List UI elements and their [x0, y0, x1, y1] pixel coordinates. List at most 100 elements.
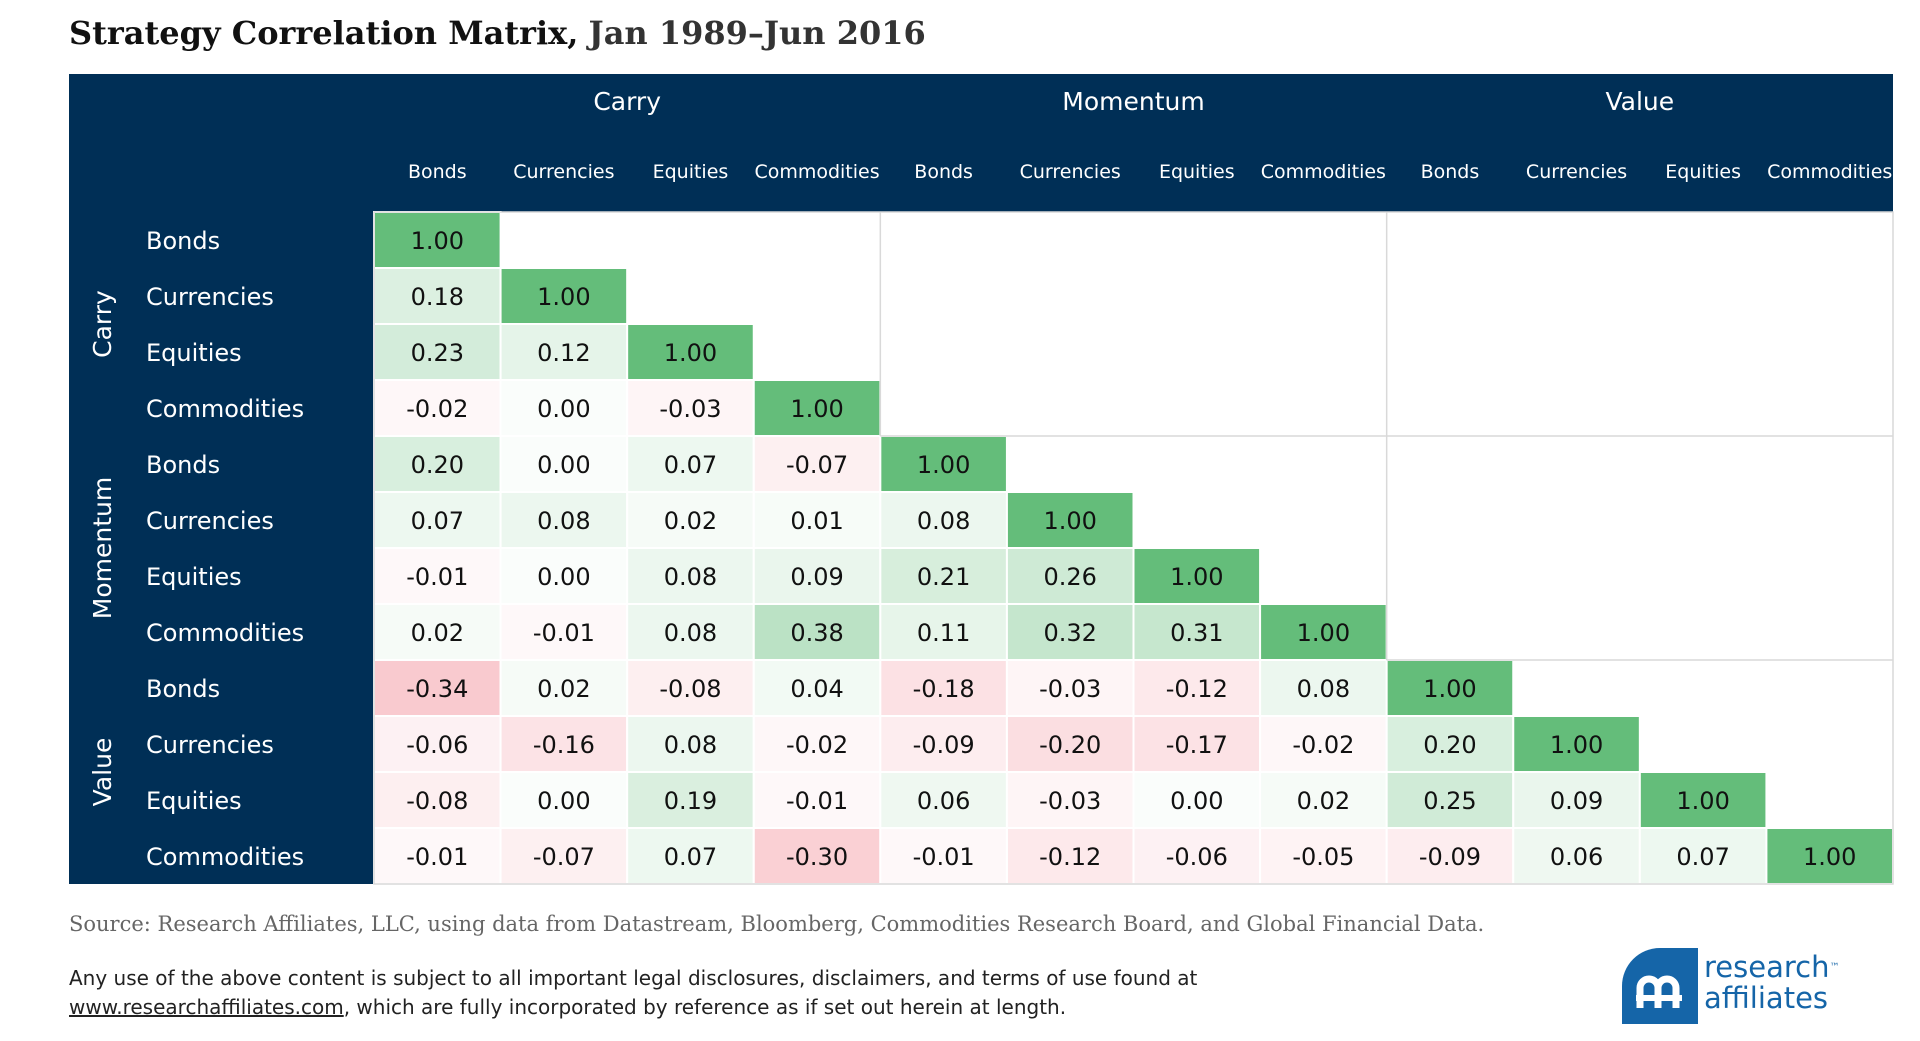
cell-value-label: -0.07	[786, 451, 848, 479]
logo-research-text: research	[1704, 950, 1830, 984]
heatmap-cell	[499, 267, 629, 325]
row-label: Equities	[146, 339, 242, 367]
heatmap-cell	[1638, 771, 1768, 829]
heatmap-cell	[499, 715, 629, 773]
research-affiliates-logo: research™ affiliates	[1622, 948, 1852, 1024]
cell-value-label: 0.08	[664, 619, 717, 647]
row-label: Bonds	[146, 451, 220, 479]
row-label: Equities	[146, 563, 242, 591]
heatmap-cell	[752, 435, 882, 493]
heatmap-cell	[879, 491, 1008, 549]
cell-value-label: 0.12	[537, 339, 590, 367]
cell-value-label: 1.00	[1550, 731, 1603, 759]
cell-value-label: -0.07	[533, 843, 595, 871]
cell-value-label: 0.04	[790, 675, 843, 703]
row-group-label: Carry	[88, 290, 117, 358]
row-group-label: Value	[88, 738, 117, 807]
cell-value-label: 0.08	[1297, 675, 1350, 703]
logo-line-2: affiliates	[1704, 981, 1829, 1015]
column-label: Currencies	[1526, 161, 1627, 183]
column-label: Bonds	[1421, 161, 1480, 183]
cell-value-label: 0.38	[790, 619, 843, 647]
logo-trademark: ™	[1829, 962, 1840, 973]
title-date-range: Jan 1989–Jun 2016	[588, 14, 926, 52]
row-label: Commodities	[146, 395, 304, 423]
heatmap-cell	[752, 603, 882, 661]
title-main: Strategy Correlation Matrix,	[69, 14, 579, 52]
heatmap-cell	[1132, 659, 1262, 717]
column-group-label: Carry	[593, 87, 661, 116]
heatmap-cell	[499, 435, 629, 493]
cell-value-label: 1.00	[1297, 619, 1350, 647]
heatmap-cell	[752, 491, 882, 549]
column-label: Bonds	[408, 161, 467, 183]
website-link[interactable]: www.researchaffiliates.com	[69, 995, 344, 1019]
column-group-label: Momentum	[1062, 87, 1204, 116]
row-label: Currencies	[146, 507, 274, 535]
cell-value-label: 1.00	[1170, 563, 1223, 591]
heatmap-cell	[373, 771, 502, 829]
heatmap-cell	[1005, 547, 1135, 605]
heatmap-cell	[499, 491, 629, 549]
cell-value-label: -0.17	[1166, 731, 1228, 759]
cell-value-label: 0.23	[411, 339, 464, 367]
column-label: Bonds	[914, 161, 973, 183]
cell-value-label: 0.00	[537, 451, 590, 479]
heatmap-cell	[1512, 827, 1641, 885]
cell-value-label: 0.08	[917, 507, 970, 535]
cell-value-label: 0.02	[1297, 787, 1350, 815]
heatmap-cell	[879, 715, 1008, 773]
cell-value-label: -0.06	[1166, 843, 1228, 871]
column-label: Commodities	[1261, 161, 1386, 183]
heatmap-cell	[1132, 715, 1262, 773]
cell-value-label: 0.26	[1043, 563, 1096, 591]
heatmap-cell	[1385, 771, 1515, 829]
cell-value-label: -0.12	[1039, 843, 1101, 871]
cell-value-label: 1.00	[1803, 843, 1856, 871]
heatmap-cell	[373, 435, 502, 493]
cell-value-label: 0.08	[537, 507, 590, 535]
row-label: Bonds	[146, 675, 220, 703]
cell-value-label: -0.08	[406, 787, 468, 815]
heatmap-cell	[1259, 771, 1388, 829]
heatmap-cell	[1005, 771, 1135, 829]
cell-value-label: 0.18	[411, 283, 464, 311]
cell-value-label: 1.00	[411, 227, 464, 255]
chart-title: Strategy Correlation Matrix, Jan 1989–Ju…	[69, 14, 926, 52]
heatmap-cell	[1638, 827, 1768, 885]
cell-value-label: -0.01	[406, 563, 468, 591]
cell-value-label: -0.01	[786, 787, 848, 815]
cell-value-label: 0.20	[1423, 731, 1476, 759]
cell-value-label: 0.09	[1550, 787, 1603, 815]
cell-value-label: 1.00	[537, 283, 590, 311]
cell-value-label: 0.08	[664, 563, 717, 591]
row-label: Equities	[146, 787, 242, 815]
heatmap-cell	[879, 771, 1008, 829]
cell-value-label: -0.16	[533, 731, 595, 759]
heatmap-cell	[373, 323, 502, 381]
heatmap-cell	[1259, 715, 1388, 773]
cell-value-label: -0.08	[659, 675, 721, 703]
cell-value-label: -0.02	[406, 395, 468, 423]
cell-value-label: -0.18	[913, 675, 975, 703]
cell-value-label: -0.06	[406, 731, 468, 759]
cell-value-label: 0.09	[790, 563, 843, 591]
disclaimer-rest: , which are fully incorporated by refere…	[343, 995, 1067, 1019]
heatmap-cell	[1132, 603, 1262, 661]
heatmap-cell	[1005, 491, 1135, 549]
heatmap-cell	[1132, 547, 1262, 605]
source-note: Source: Research Affiliates, LLC, using …	[69, 912, 1485, 936]
cell-value-label: -0.03	[1039, 675, 1101, 703]
cell-value-label: 0.00	[537, 395, 590, 423]
cell-value-label: -0.01	[533, 619, 595, 647]
column-label: Currencies	[513, 161, 614, 183]
column-label: Equities	[1665, 161, 1741, 183]
cell-value-label: -0.30	[786, 843, 848, 871]
row-label: Bonds	[146, 227, 220, 255]
heatmap-cell	[499, 771, 629, 829]
heatmap-cell	[1512, 771, 1641, 829]
cell-value-label: -0.03	[659, 395, 721, 423]
heatmap-cell	[626, 491, 755, 549]
heatmap-cell	[626, 771, 755, 829]
cell-value-label: 0.32	[1043, 619, 1096, 647]
